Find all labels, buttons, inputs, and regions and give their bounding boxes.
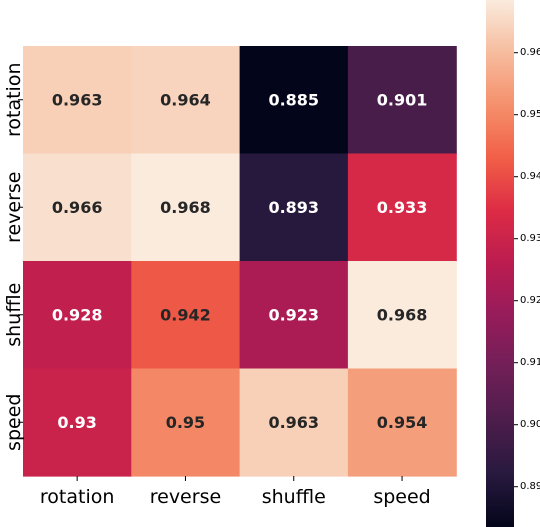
x-tick-label: shuffle <box>262 486 326 508</box>
colorbar-tick-label: 0.92 <box>520 295 540 306</box>
cell-value-label: 0.923 <box>268 305 319 324</box>
cell-value-label: 0.901 <box>377 90 428 109</box>
colorbar-tick-label: 0.90 <box>520 419 540 430</box>
heatmap-cell-reverse-reverse <box>131 153 241 262</box>
colorbar-tick-label: 0.96 <box>520 47 540 58</box>
cell-value-label: 0.954 <box>377 413 428 432</box>
colorbar-ticks: 0.89 0.90 0.91 0.92 0.93 0.94 0.95 0.96 <box>514 47 540 492</box>
cell-value-label: 0.95 <box>166 413 205 432</box>
heatmap-cell-shuffle-speed <box>347 261 457 370</box>
colorbar-tick-label: 0.94 <box>520 171 540 182</box>
y-tick-label: rotation <box>3 62 25 137</box>
heatmap-cell-rotation-rotation <box>23 46 132 155</box>
cell-value-label: 0.963 <box>52 90 103 109</box>
cell-value-label: 0.885 <box>268 90 319 109</box>
heatmap-value-labels: 0.963 0.964 0.885 0.901 0.966 0.968 0.893 0.933… <box>52 90 428 432</box>
heatmap-cell-speed-shuffle <box>239 368 349 477</box>
colorbar-tick-label: 0.95 <box>520 109 540 120</box>
colorbar-tick-label: 0.91 <box>520 357 540 368</box>
colorbar-gradient <box>486 0 514 527</box>
x-tick-label: speed <box>373 486 430 508</box>
heatmap-cell-speed-reverse <box>131 368 241 477</box>
y-axis-tick-labels: rotation reverse shuffle speed <box>3 62 25 450</box>
cell-value-label: 0.893 <box>268 198 319 217</box>
cell-value-label: 0.968 <box>160 198 211 217</box>
cell-value-label: 0.933 <box>377 198 428 217</box>
cell-value-label: 0.966 <box>52 198 103 217</box>
heatmap-cell-shuffle-reverse <box>131 261 241 370</box>
colorbar-tick-label: 0.93 <box>520 233 540 244</box>
cell-value-label: 0.93 <box>57 413 96 432</box>
heatmap-cells <box>23 46 457 477</box>
cell-value-label: 0.942 <box>160 305 211 324</box>
cell-value-label: 0.964 <box>160 90 211 109</box>
heatmap-cell-speed-rotation <box>23 368 132 477</box>
y-tick-label: speed <box>3 394 25 451</box>
x-tick-label: rotation <box>40 486 115 508</box>
cell-value-label: 0.928 <box>52 305 103 324</box>
heatmap-cell-rotation-shuffle <box>239 46 349 155</box>
heatmap-cell-reverse-rotation <box>23 153 132 262</box>
heatmap-cell-shuffle-rotation <box>23 261 132 370</box>
cell-value-label: 0.963 <box>268 413 319 432</box>
heatmap-cell-reverse-speed <box>347 153 457 262</box>
x-tick-label: reverse <box>150 486 221 508</box>
colorbar: 0.89 0.90 0.91 0.92 0.93 0.94 0.95 0.96 <box>486 0 540 527</box>
heatmap-cell-shuffle-shuffle <box>239 261 349 370</box>
heatmap-cell-reverse-shuffle <box>239 153 349 262</box>
colorbar-tick-label: 0.89 <box>520 481 540 492</box>
y-tick-label: reverse <box>3 172 25 243</box>
y-tick-label: shuffle <box>3 283 25 347</box>
heatmap-cell-speed-speed <box>347 368 457 477</box>
cell-value-label: 0.968 <box>377 305 428 324</box>
heatmap-cell-rotation-speed <box>347 46 457 155</box>
x-axis-tick-labels: rotation reverse shuffle speed <box>40 476 431 508</box>
heatmap-cell-rotation-reverse <box>131 46 241 155</box>
